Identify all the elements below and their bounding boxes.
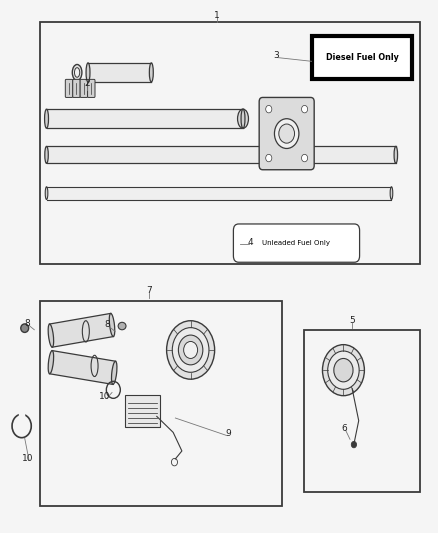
Polygon shape — [49, 313, 113, 347]
FancyBboxPatch shape — [233, 224, 360, 262]
Polygon shape — [46, 109, 243, 128]
Ellipse shape — [45, 109, 49, 128]
Polygon shape — [46, 147, 396, 164]
FancyBboxPatch shape — [73, 79, 80, 98]
Ellipse shape — [112, 361, 117, 384]
Text: 10: 10 — [22, 455, 34, 463]
Circle shape — [172, 328, 209, 372]
Circle shape — [266, 155, 272, 162]
Polygon shape — [46, 187, 392, 199]
Text: 6: 6 — [342, 424, 347, 433]
Circle shape — [266, 106, 272, 113]
Ellipse shape — [86, 63, 90, 82]
Ellipse shape — [45, 187, 48, 199]
Ellipse shape — [45, 147, 48, 164]
Circle shape — [184, 342, 198, 359]
Circle shape — [301, 106, 307, 113]
Circle shape — [322, 345, 364, 395]
Text: 8: 8 — [104, 320, 110, 329]
Ellipse shape — [21, 324, 28, 333]
Ellipse shape — [48, 324, 53, 347]
Bar — [40, 301, 283, 506]
Text: 7: 7 — [146, 286, 152, 295]
Ellipse shape — [72, 64, 82, 80]
Circle shape — [334, 359, 353, 382]
Polygon shape — [88, 63, 151, 82]
Ellipse shape — [118, 322, 126, 330]
Ellipse shape — [110, 313, 115, 336]
FancyBboxPatch shape — [80, 79, 88, 98]
Text: 8: 8 — [25, 319, 30, 328]
Text: 3: 3 — [273, 52, 279, 60]
FancyBboxPatch shape — [259, 98, 314, 169]
Text: 4: 4 — [247, 238, 253, 247]
Text: 1: 1 — [214, 11, 220, 20]
Ellipse shape — [390, 187, 393, 199]
Text: 10: 10 — [99, 392, 111, 401]
Text: Unleaded Fuel Only: Unleaded Fuel Only — [262, 240, 331, 246]
Text: 9: 9 — [225, 430, 231, 439]
Ellipse shape — [241, 109, 245, 128]
Ellipse shape — [394, 147, 398, 164]
FancyBboxPatch shape — [311, 36, 413, 79]
Ellipse shape — [74, 68, 80, 77]
Ellipse shape — [149, 63, 153, 82]
Text: Diesel Fuel Only: Diesel Fuel Only — [325, 53, 399, 62]
Text: 2: 2 — [85, 78, 90, 87]
FancyBboxPatch shape — [65, 79, 73, 98]
Ellipse shape — [48, 351, 53, 374]
FancyBboxPatch shape — [88, 79, 95, 98]
Polygon shape — [49, 351, 116, 384]
Circle shape — [351, 441, 357, 448]
Circle shape — [279, 124, 294, 143]
Bar — [304, 330, 420, 492]
Bar — [40, 22, 420, 264]
Circle shape — [275, 119, 299, 149]
Circle shape — [166, 321, 215, 379]
Ellipse shape — [237, 109, 248, 128]
Circle shape — [301, 155, 307, 162]
Circle shape — [178, 335, 203, 365]
Text: 5: 5 — [349, 316, 355, 325]
Circle shape — [328, 351, 359, 389]
FancyBboxPatch shape — [125, 395, 160, 427]
